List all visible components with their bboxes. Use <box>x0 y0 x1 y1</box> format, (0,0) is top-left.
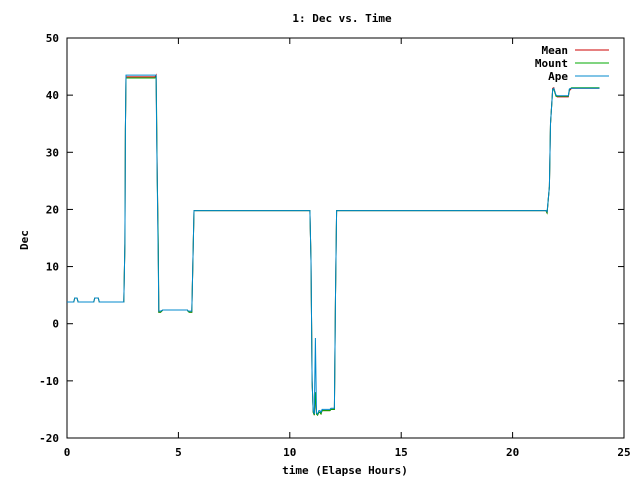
chart-title: 1: Dec vs. Time <box>292 12 392 25</box>
y-tick-label: -20 <box>39 432 59 445</box>
plot-frame <box>66 37 625 439</box>
x-tick-label: 10 <box>283 446 296 459</box>
x-tick-label: 15 <box>395 446 408 459</box>
series-line-mean <box>67 73 600 416</box>
series-line-ape <box>67 74 600 415</box>
y-axis: -20 -10 0 10 20 30 40 50 <box>39 32 624 445</box>
y-axis-label: Dec <box>18 230 31 250</box>
x-tick-label: 0 <box>64 446 71 459</box>
legend-label-mean: Mean <box>542 44 569 57</box>
y-tick-label: -10 <box>39 375 59 388</box>
y-tick-label: 0 <box>52 318 59 331</box>
y-tick-label: 50 <box>46 32 59 45</box>
legend-label-mount: Mount <box>535 57 568 70</box>
x-tick-label: 25 <box>617 446 630 459</box>
x-axis-label: time (Elapse Hours) <box>282 464 408 477</box>
legend-label-ape: Ape <box>548 70 568 83</box>
x-axis: 0 5 10 15 20 25 <box>64 38 631 459</box>
y-tick-label: 20 <box>46 203 59 216</box>
y-tick-label: 30 <box>46 146 59 159</box>
x-tick-label: 20 <box>506 446 519 459</box>
y-tick-label: 10 <box>46 261 59 274</box>
x-tick-label: 5 <box>175 446 182 459</box>
series-lines <box>67 73 600 416</box>
series-line-mount <box>67 75 600 416</box>
y-tick-label: 40 <box>46 89 59 102</box>
